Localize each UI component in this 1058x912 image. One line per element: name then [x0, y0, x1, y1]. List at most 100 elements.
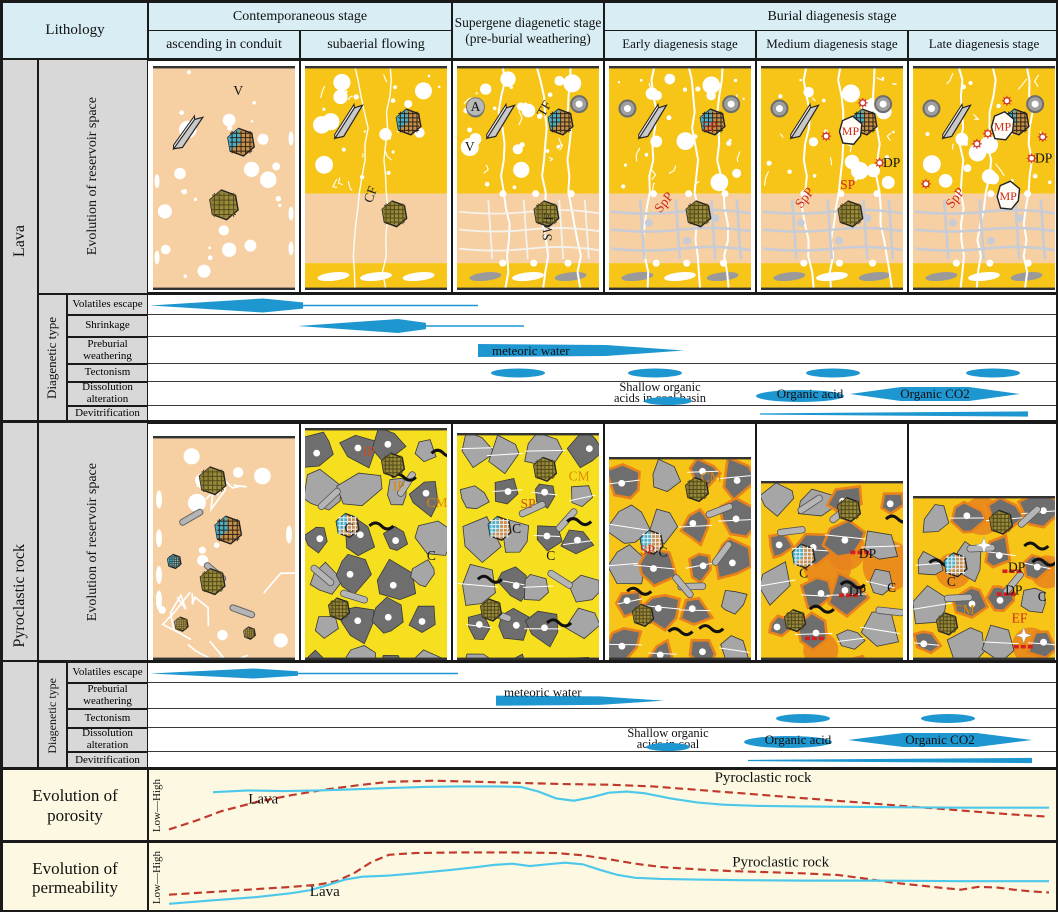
panel-code-label: C	[947, 574, 956, 589]
permeability-title: Evolution of permeability	[32, 858, 118, 897]
diagenetic-row-track	[148, 315, 1056, 337]
porosity-title-cell: Evolution of porosity	[2, 769, 148, 842]
dissolution-pore-icon	[1026, 153, 1037, 164]
panel-code-label: CM	[954, 602, 975, 617]
pyroclastic-label: Pyroclastic rock	[11, 543, 29, 648]
diagenetic-row-label: Preburial weathering	[67, 683, 148, 709]
panel-code-label: EF	[1012, 610, 1028, 625]
diagenetic-row-label: Preburial weathering	[67, 337, 148, 364]
timeline-annotation: Organic acid	[765, 732, 832, 747]
dissolution-pore-icon	[857, 97, 868, 108]
lava-panel-illustration: V	[153, 66, 295, 290]
timeline-annotation: Shallow organic	[627, 728, 709, 740]
diagenetic-row-label: Tectonism	[67, 364, 148, 382]
header-burial-diagenesis-stage: Burial diagenesis stage	[604, 2, 1056, 31]
pyro-panel-3: CM SP C C	[457, 433, 599, 660]
panel-code-label: SP	[520, 496, 535, 511]
panel-code-label: DP	[1008, 559, 1025, 574]
lava-panel-illustration: CF	[305, 66, 447, 290]
timeline-annotation: Shallow organic	[619, 382, 701, 394]
panel-code-label: CM	[569, 469, 590, 484]
lava-panel-5: MP DP SpP SP	[761, 66, 903, 290]
lava-panel-3: A V TF SWF	[457, 66, 599, 290]
panel-code-label: SWF	[539, 212, 555, 241]
pyro-panel-illustration: DP DP C C	[761, 481, 903, 660]
evolution-curve-chart: Lava Pyroclastic rock	[168, 851, 1050, 905]
panel-divider	[603, 61, 605, 294]
curve-lava	[212, 785, 1049, 809]
header-ascending-in-conduit: ascending in conduit	[148, 30, 300, 59]
lava-panel-illustration: A V TF SWF	[457, 66, 599, 290]
timeline-shapes	[776, 714, 975, 723]
panel-code-label: IP	[363, 444, 375, 459]
section-divider	[2, 767, 1056, 769]
timeline-annotation: Organic CO2	[900, 386, 969, 401]
curve-label: Lava	[310, 884, 340, 900]
curve-label: Lava	[248, 792, 278, 808]
pyro-panel-illustration	[153, 436, 295, 660]
panel-code-label: DP	[1035, 150, 1052, 165]
panel-code-label: MP	[999, 189, 1017, 203]
pyro-diagenetic-type-header: Diagenetic type	[38, 662, 67, 769]
pyro-evolution-label: Evolution of reservoir space	[85, 462, 101, 622]
panel-code-label: SP	[840, 177, 855, 192]
pyro-evolution-panels: IP IP CM C C CM SP C C CM SP C DP DP C C DP DP C C CM EF	[148, 422, 1056, 662]
curve-pyroclastic	[168, 851, 1050, 896]
pyro-evolution-header: Evolution of reservoir space	[38, 422, 148, 662]
diagenetic-row-label: Dissolution alteration	[67, 728, 148, 752]
moldic-pore	[990, 110, 1015, 141]
panel-divider	[907, 424, 909, 662]
curve-lava	[168, 861, 1049, 905]
diagenetic-row-label: Volatiles escape	[67, 662, 148, 683]
sparkle-icon	[975, 536, 993, 554]
timeline-shapes	[298, 319, 524, 333]
permeability-axis-label: Low—High	[150, 851, 163, 905]
header-late-diagenesis: Late diagenesis stage	[908, 30, 1056, 59]
section-divider	[2, 840, 1056, 842]
panel-code-label: C	[546, 548, 555, 563]
contemporaneous-label: Contemporaneous stage	[232, 8, 368, 24]
porosity-axis: Low—High	[149, 771, 164, 840]
header-subaerial-flowing: subaerial flowing	[300, 30, 452, 59]
timeline-shapes	[760, 411, 1028, 417]
dissolution-pore-icon	[971, 138, 982, 149]
curve-pyroclastic	[168, 779, 1050, 831]
pyro-panel-4: CM SP C	[609, 457, 751, 660]
panel-code-label: IP	[393, 479, 405, 494]
panel-divider	[451, 424, 453, 662]
panel-divider	[755, 424, 757, 662]
header-medium-diagenesis: Medium diagenesis stage	[756, 30, 908, 59]
lithology-label: Lithology	[45, 22, 105, 39]
curve-label: Pyroclastic rock	[715, 770, 813, 786]
panel-code-label: C	[887, 580, 896, 595]
panel-code-label: SP	[702, 119, 717, 134]
porosity-title: Evolution of porosity	[32, 786, 118, 825]
panel-code-label: DP	[859, 546, 876, 561]
subaerial-label: subaerial flowing	[327, 36, 425, 52]
dissolution-pore-icon	[1001, 95, 1012, 106]
lava-row-header: Lava	[2, 59, 38, 422]
panel-code-label: V	[465, 139, 475, 154]
panel-code-label: C	[427, 548, 436, 563]
dissolution-pore-icon	[1037, 131, 1048, 142]
porosity-axis-label: Low—High	[150, 778, 163, 833]
pyro-panel-illustration: IP IP CM C C	[305, 428, 447, 660]
section-divider	[2, 420, 1056, 422]
evolution-curve-chart: Lava Pyroclastic rock	[168, 770, 1050, 831]
pyro-panel-illustration: CM SP C	[609, 457, 751, 660]
panel-divider	[299, 424, 301, 662]
permeability-chart-cell: Lava Pyroclastic rock	[148, 842, 1056, 910]
timeline-annotation: meteoric water	[492, 343, 570, 358]
panel-code-label: C	[345, 520, 354, 535]
panel-code-label: SP	[640, 542, 655, 557]
dissolution-pore-icon	[920, 178, 931, 189]
lava-panel-2: CF	[305, 66, 447, 290]
header-contemporaneous-stage: Contemporaneous stage	[148, 2, 452, 31]
diagenetic-row-track	[148, 364, 1056, 382]
